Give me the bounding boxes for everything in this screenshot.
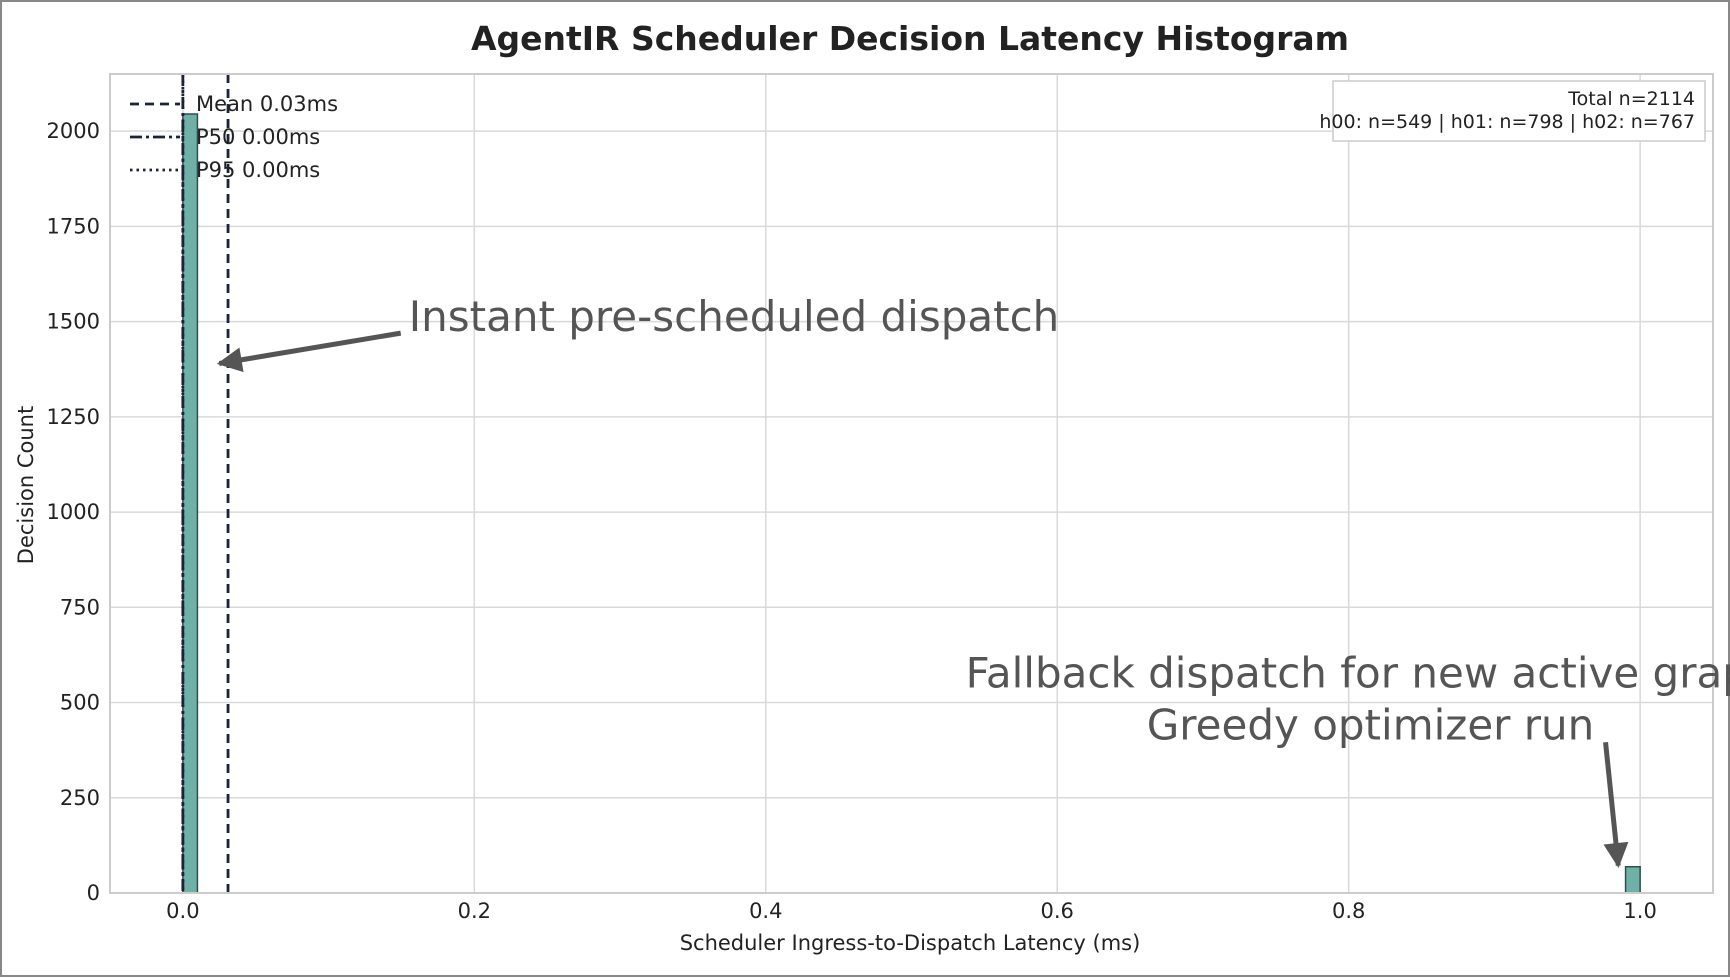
y-tick-label: 1750 [47, 214, 100, 238]
x-tick-label: 0.4 [749, 899, 782, 923]
y-tick-label: 1500 [47, 310, 100, 334]
y-tick-label: 0 [87, 881, 100, 905]
y-tick-label: 2000 [47, 119, 100, 143]
y-tick-label: 1000 [47, 500, 100, 524]
x-tick-label: 0.2 [458, 899, 491, 923]
legend: Mean 0.03ms P50 0.00ms P95 0.00ms [130, 92, 338, 182]
y-axis-ticks: 0 250 500 750 1000 1250 1500 1750 2000 [47, 119, 100, 905]
y-tick-label: 750 [60, 595, 100, 619]
stats-box: Total n=2114 h00: n=549 | h01: n=798 | h… [1319, 80, 1706, 142]
plot-area-frame [109, 73, 1714, 894]
histogram-bar [182, 113, 199, 894]
stats-total: Total n=2114 [1567, 88, 1695, 110]
annotation-text: Fallback dispatch for new active graph [966, 648, 1730, 697]
y-tick-label: 1250 [47, 405, 100, 429]
y-axis-label: Decision Count [14, 406, 38, 564]
x-tick-label: 0.8 [1332, 899, 1365, 923]
annotation-text: Instant pre-scheduled dispatch [409, 292, 1060, 341]
annotation-arrow [1603, 742, 1629, 869]
x-tick-label: 0.0 [166, 899, 199, 923]
legend-label: P95 0.00ms [196, 158, 320, 182]
stats-breakdown: h00: n=549 | h01: n=798 | h02: n=767 [1319, 111, 1695, 133]
legend-label: P50 0.00ms [196, 125, 320, 149]
annotations: Instant pre-scheduled dispatch Fallback d… [216, 292, 1730, 869]
y-tick-label: 500 [60, 691, 100, 715]
x-axis-ticks: 0.0 0.2 0.4 0.6 0.8 1.0 [166, 899, 1657, 923]
histogram-bar [1624, 865, 1641, 894]
legend-label: Mean 0.03ms [196, 92, 338, 116]
stats-box-frame [1332, 80, 1706, 142]
chart-title: AgentIR Scheduler Decision Latency Histo… [471, 19, 1349, 58]
reference-lines [181, 74, 230, 893]
annotation-arrow [216, 330, 402, 373]
annotation-text: Greedy optimizer run [1147, 700, 1595, 749]
x-tick-label: 0.6 [1041, 899, 1074, 923]
y-tick-label: 250 [60, 786, 100, 810]
x-tick-label: 1.0 [1623, 899, 1656, 923]
x-axis-label: Scheduler Ingress-to-Dispatch Latency (m… [680, 931, 1141, 955]
